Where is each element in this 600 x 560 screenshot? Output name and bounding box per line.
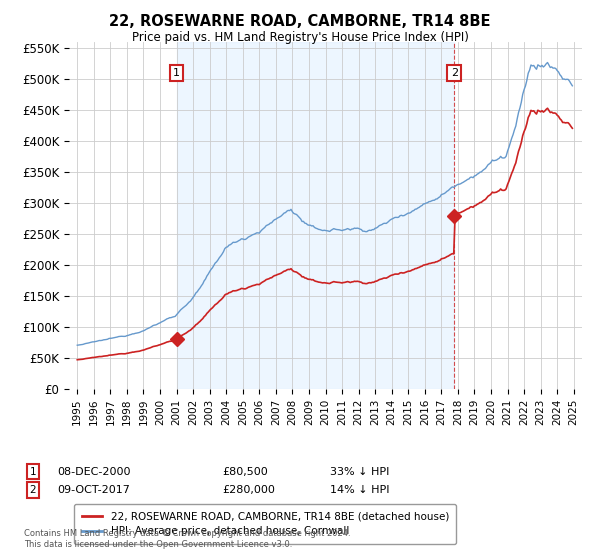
Text: 08-DEC-2000: 08-DEC-2000 (57, 466, 131, 477)
Text: 1: 1 (173, 68, 180, 78)
Text: £280,000: £280,000 (222, 485, 275, 495)
Text: Price paid vs. HM Land Registry's House Price Index (HPI): Price paid vs. HM Land Registry's House … (131, 31, 469, 44)
Text: 14% ↓ HPI: 14% ↓ HPI (330, 485, 389, 495)
Text: £80,500: £80,500 (222, 466, 268, 477)
Text: 2: 2 (29, 485, 37, 495)
Text: 33% ↓ HPI: 33% ↓ HPI (330, 466, 389, 477)
Bar (176, 42, 454, 389)
Legend: 22, ROSEWARNE ROAD, CAMBORNE, TR14 8BE (detached house), HPI: Average price, det: 22, ROSEWARNE ROAD, CAMBORNE, TR14 8BE (… (74, 504, 457, 544)
Text: 09-OCT-2017: 09-OCT-2017 (57, 485, 130, 495)
Text: 2: 2 (451, 68, 458, 78)
Text: 1: 1 (29, 466, 37, 477)
Text: 22, ROSEWARNE ROAD, CAMBORNE, TR14 8BE: 22, ROSEWARNE ROAD, CAMBORNE, TR14 8BE (109, 14, 491, 29)
Text: Contains HM Land Registry data © Crown copyright and database right 2024.
This d: Contains HM Land Registry data © Crown c… (24, 529, 350, 549)
